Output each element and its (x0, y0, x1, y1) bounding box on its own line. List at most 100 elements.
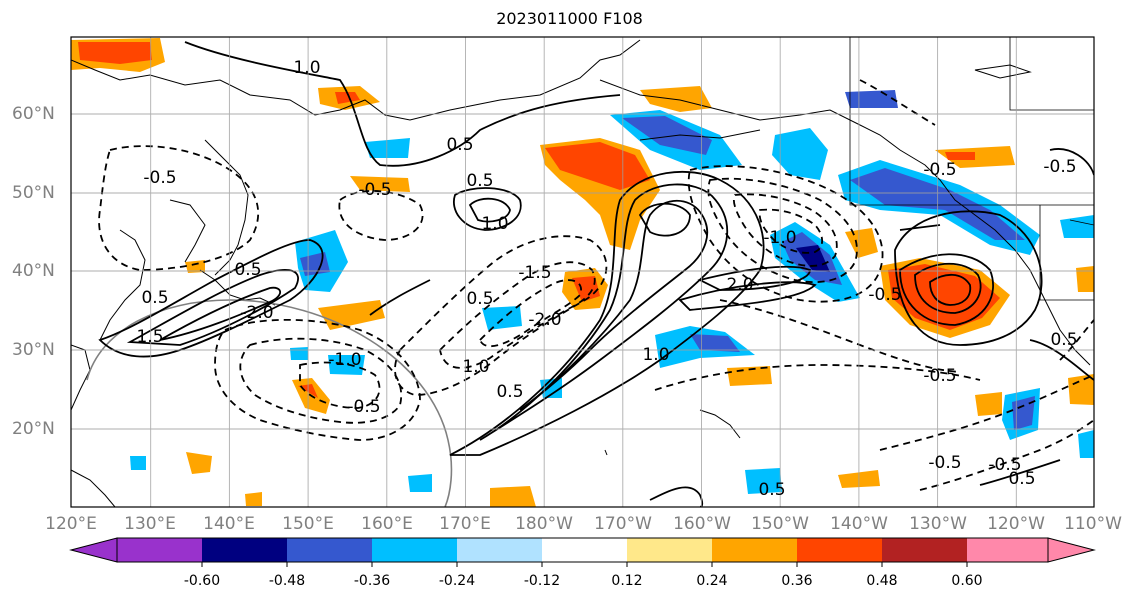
colorbar-tick: -0.12 (523, 573, 561, 589)
lon-label: 130°E (124, 514, 176, 534)
warm-patch (572, 276, 600, 302)
cool-patch (1060, 215, 1094, 238)
colorbar-tick: -0.48 (268, 573, 306, 589)
cool-patch (540, 378, 562, 398)
lon-label: 130°W (909, 514, 967, 534)
contour-label: -2.0 (240, 303, 273, 323)
lon-label: 120°W (987, 514, 1045, 534)
lat-label: 50°N (12, 183, 55, 203)
cool-patch (365, 138, 410, 158)
colorbar-tick: -0.24 (438, 573, 476, 589)
colorbar-cell (882, 538, 967, 562)
contour-label: -0.5 (988, 455, 1021, 475)
reference-circle (86, 299, 453, 507)
contour-label: -2.0 (528, 310, 561, 330)
lon-label: 160°E (361, 514, 413, 534)
cool-patch (690, 334, 740, 352)
colorbar-cell (967, 538, 1048, 562)
cool-patch (772, 128, 828, 180)
anomaly-shading (71, 38, 1094, 507)
contour-labels: 1.0 -0.5 0.5 1.0 2.0 -1.0 -2.0 -1.5 0.5 … (136, 58, 1077, 500)
colorbar-tick: 0.60 (951, 573, 983, 589)
contour-label: 1.0 (293, 58, 320, 78)
warm-patch (186, 452, 212, 474)
cool-patch (328, 355, 365, 375)
colorbar-tick: 0.36 (781, 573, 813, 589)
colorbar-cell (202, 538, 287, 562)
colorbar-cell (117, 538, 202, 562)
contour-label: 0.5 (1050, 330, 1077, 350)
contour-label: -0.5 (1043, 157, 1076, 177)
warm-patch (490, 486, 536, 507)
colorbar-tick: -0.60 (183, 573, 221, 589)
contour-label: -0.5 (347, 397, 380, 417)
colorbar-cell (287, 538, 372, 562)
colorbar-cell (797, 538, 882, 562)
contour-label: 0.5 (758, 480, 785, 500)
lon-label: 170°W (594, 514, 652, 534)
warm-patch (845, 228, 878, 258)
contour-label: 1.5 (136, 327, 163, 347)
contour-label: -1.5 (518, 263, 551, 283)
warm-patch (350, 176, 410, 192)
gridlines (71, 37, 1094, 507)
colorbar-tick: -0.36 (353, 573, 391, 589)
colorbar-cell (372, 538, 457, 562)
colorbar-tick: 0.12 (611, 573, 643, 589)
cool-patch (845, 90, 898, 108)
lat-label: 20°N (12, 419, 55, 439)
contour-label: 1.0 (462, 357, 489, 377)
colorbar-max-extend (1047, 537, 1096, 563)
lon-label: 180°W (515, 514, 573, 534)
contour-label: -0.5 (868, 285, 901, 305)
contour-label: 2.0 (726, 275, 753, 295)
warm-patch (185, 260, 205, 273)
warm-patch (545, 142, 650, 190)
lon-label: 140°E (203, 514, 255, 534)
contour-label: 0.5 (234, 260, 261, 280)
cool-patch (408, 474, 432, 492)
lon-label: 160°W (673, 514, 731, 534)
warm-patch (78, 42, 152, 64)
colorbar (69, 537, 1096, 567)
colorbar-cell (542, 538, 627, 562)
colorbar-cell (712, 538, 797, 562)
contour-label: 0.5 (496, 382, 523, 402)
contour-label: 0.5 (446, 135, 473, 155)
cool-patch (482, 306, 522, 330)
contour-label: 0.5 (1008, 469, 1035, 489)
map-frame (70, 36, 1095, 508)
lat-label: 60°N (12, 104, 55, 124)
cool-patch (1012, 396, 1035, 430)
cool-patch (290, 347, 308, 360)
contour-label: -0.5 (923, 160, 956, 180)
colorbar-cell (457, 538, 542, 562)
colorbar-tick: 0.24 (696, 573, 728, 589)
cool-patch (622, 116, 712, 155)
warm-patch (318, 300, 385, 330)
contour-label: -0.5 (358, 180, 391, 200)
lon-label: 120°E (45, 514, 97, 534)
contour-label: 0.5 (466, 289, 493, 309)
warm-patch (945, 152, 975, 160)
lat-label: 40°N (12, 261, 55, 281)
cool-patch (796, 245, 830, 272)
warm-patch (335, 92, 360, 104)
contour-label: -0.5 (143, 168, 176, 188)
contour-label: 1.0 (642, 345, 669, 365)
lon-label: 170°E (439, 514, 491, 534)
colorbar-cell (627, 538, 712, 562)
contour-label: 1.0 (481, 214, 508, 234)
warm-patch (245, 492, 262, 506)
lat-label: 30°N (12, 340, 55, 360)
contour-label: 0.5 (466, 171, 493, 191)
warm-patch (1076, 266, 1094, 292)
warm-patch (1068, 374, 1094, 405)
contour-label: -1.0 (763, 228, 796, 248)
cool-patch (130, 456, 146, 470)
contour-label: -0.5 (928, 453, 961, 473)
warm-patch (975, 392, 1002, 416)
cool-patch (745, 468, 782, 494)
contour-label: -1.0 (328, 350, 361, 370)
